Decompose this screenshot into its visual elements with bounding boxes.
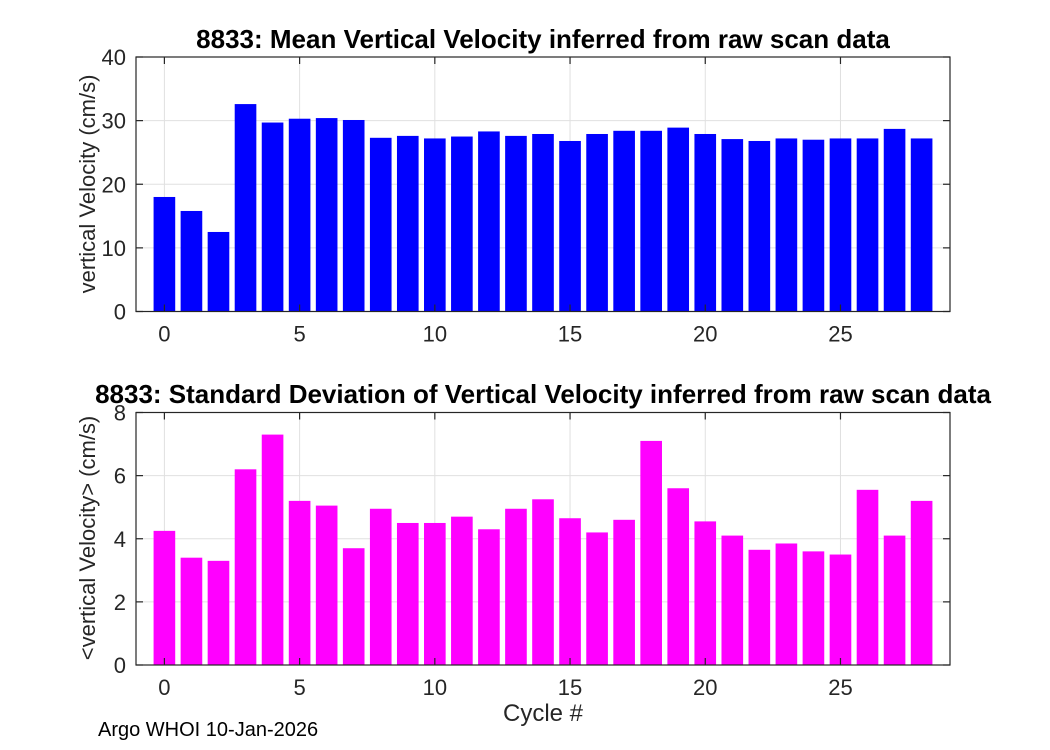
bar-cycle-14 <box>532 133 554 312</box>
footer-annotation: Argo WHOI 10-Jan-2026 <box>98 719 319 741</box>
bar-cycle-2 <box>207 560 230 665</box>
bar-cycle-16 <box>586 133 608 312</box>
bar-cycle-0 <box>153 196 176 312</box>
bar-cycle-7 <box>342 119 365 312</box>
x-tick-label: 10 <box>423 675 447 700</box>
bar-cycle-19 <box>667 127 690 312</box>
bar-cycle-11 <box>451 136 473 312</box>
bar-cycle-4 <box>261 434 284 665</box>
bar-cycle-26 <box>856 489 879 665</box>
bar-cycle-18 <box>640 440 662 665</box>
bar-cycle-15 <box>559 518 581 665</box>
bar-cycle-0 <box>153 530 176 665</box>
y-tick-label: 0 <box>114 300 126 325</box>
x-tick-label: 20 <box>693 322 717 347</box>
bar-cycle-26 <box>856 138 879 312</box>
x-tick-label: 15 <box>558 675 582 700</box>
y-tick-label: 6 <box>114 464 126 489</box>
bar-cycle-10 <box>424 138 446 312</box>
y-tick-label: 8 <box>114 401 126 426</box>
bar-cycle-9 <box>396 135 419 312</box>
y-tick-label: 4 <box>114 527 126 552</box>
bar-cycle-6 <box>315 505 338 665</box>
bar-cycle-6 <box>315 118 338 312</box>
bar-cycle-5 <box>288 500 311 665</box>
bar-cycle-8 <box>369 137 392 312</box>
bar-cycle-12 <box>478 529 500 665</box>
x-tick-label: 5 <box>293 675 305 700</box>
bar-cycle-23 <box>775 138 798 312</box>
bar-cycle-11 <box>451 516 473 665</box>
x-tick-label: 20 <box>693 675 717 700</box>
bar-cycle-16 <box>586 532 608 665</box>
bar-cycle-18 <box>640 130 662 312</box>
bar-cycle-20 <box>694 133 717 312</box>
bar-cycle-13 <box>505 135 527 312</box>
x-tick-label: 25 <box>828 675 852 700</box>
bar-cycle-27 <box>883 128 906 312</box>
x-tick-label: 15 <box>558 322 582 347</box>
bar-cycle-13 <box>505 508 527 665</box>
bar-cycle-5 <box>288 118 311 312</box>
std-chart-title: 8833: Standard Deviation of Vertical Vel… <box>95 379 991 409</box>
x-tick-label: 0 <box>158 322 170 347</box>
bar-cycle-25 <box>829 554 852 665</box>
mean-velocity-plot: 0 5 10 15 20 25 0 10 20 30 40 <box>102 45 951 347</box>
bar-cycle-17 <box>613 519 635 665</box>
bar-cycle-19 <box>667 488 690 665</box>
y-tick-label: 2 <box>114 590 126 615</box>
bar-cycle-28 <box>910 138 933 312</box>
bar-cycle-15 <box>559 140 581 312</box>
bar-cycle-22 <box>748 140 771 312</box>
y-tick-label: 20 <box>102 172 126 197</box>
bar-cycle-21 <box>721 535 744 665</box>
bar-cycle-3 <box>234 104 257 312</box>
bar-cycle-28 <box>910 500 933 665</box>
bar-cycle-1 <box>180 210 203 312</box>
bar-cycle-27 <box>883 535 906 665</box>
bar-cycle-4 <box>261 122 284 312</box>
bar-cycle-22 <box>748 549 771 665</box>
x-tick-label: 25 <box>828 322 852 347</box>
y-tick-label: 40 <box>102 45 126 70</box>
y-tick-label: 10 <box>102 236 126 261</box>
bar-cycle-3 <box>234 469 257 665</box>
bar-cycle-20 <box>694 521 717 665</box>
bar-cycle-17 <box>613 130 635 312</box>
bar-cycle-8 <box>369 508 392 665</box>
bar-cycle-24 <box>802 139 825 312</box>
bar-cycle-1 <box>180 557 203 665</box>
bar-cycle-9 <box>396 522 419 665</box>
bar-cycle-2 <box>207 231 230 312</box>
std-velocity-plot: 0 5 10 15 20 25 0 2 4 6 8 <box>114 401 951 700</box>
bar-cycle-25 <box>829 138 852 312</box>
bar-cycle-7 <box>342 548 365 665</box>
y-tick-label: 30 <box>102 109 126 134</box>
bar-cycle-23 <box>775 543 798 665</box>
mean-chart-ylabel: vertical Velocity (cm/s) <box>75 74 100 294</box>
x-tick-label: 5 <box>293 322 305 347</box>
y-tick-label: 0 <box>114 653 126 678</box>
mean-chart-title: 8833: Mean Vertical Velocity inferred fr… <box>196 24 890 54</box>
x-tick-label: 10 <box>423 322 447 347</box>
std-chart-ylabel: <vertical Velocity> (cm/s) <box>75 415 100 661</box>
bar-cycle-14 <box>532 499 554 665</box>
bar-cycle-12 <box>478 131 500 312</box>
bar-cycle-24 <box>802 551 825 665</box>
bar-cycle-10 <box>424 522 446 665</box>
bar-cycle-21 <box>721 139 744 312</box>
x-tick-label: 0 <box>158 675 170 700</box>
x-axis-label: Cycle # <box>502 700 584 727</box>
